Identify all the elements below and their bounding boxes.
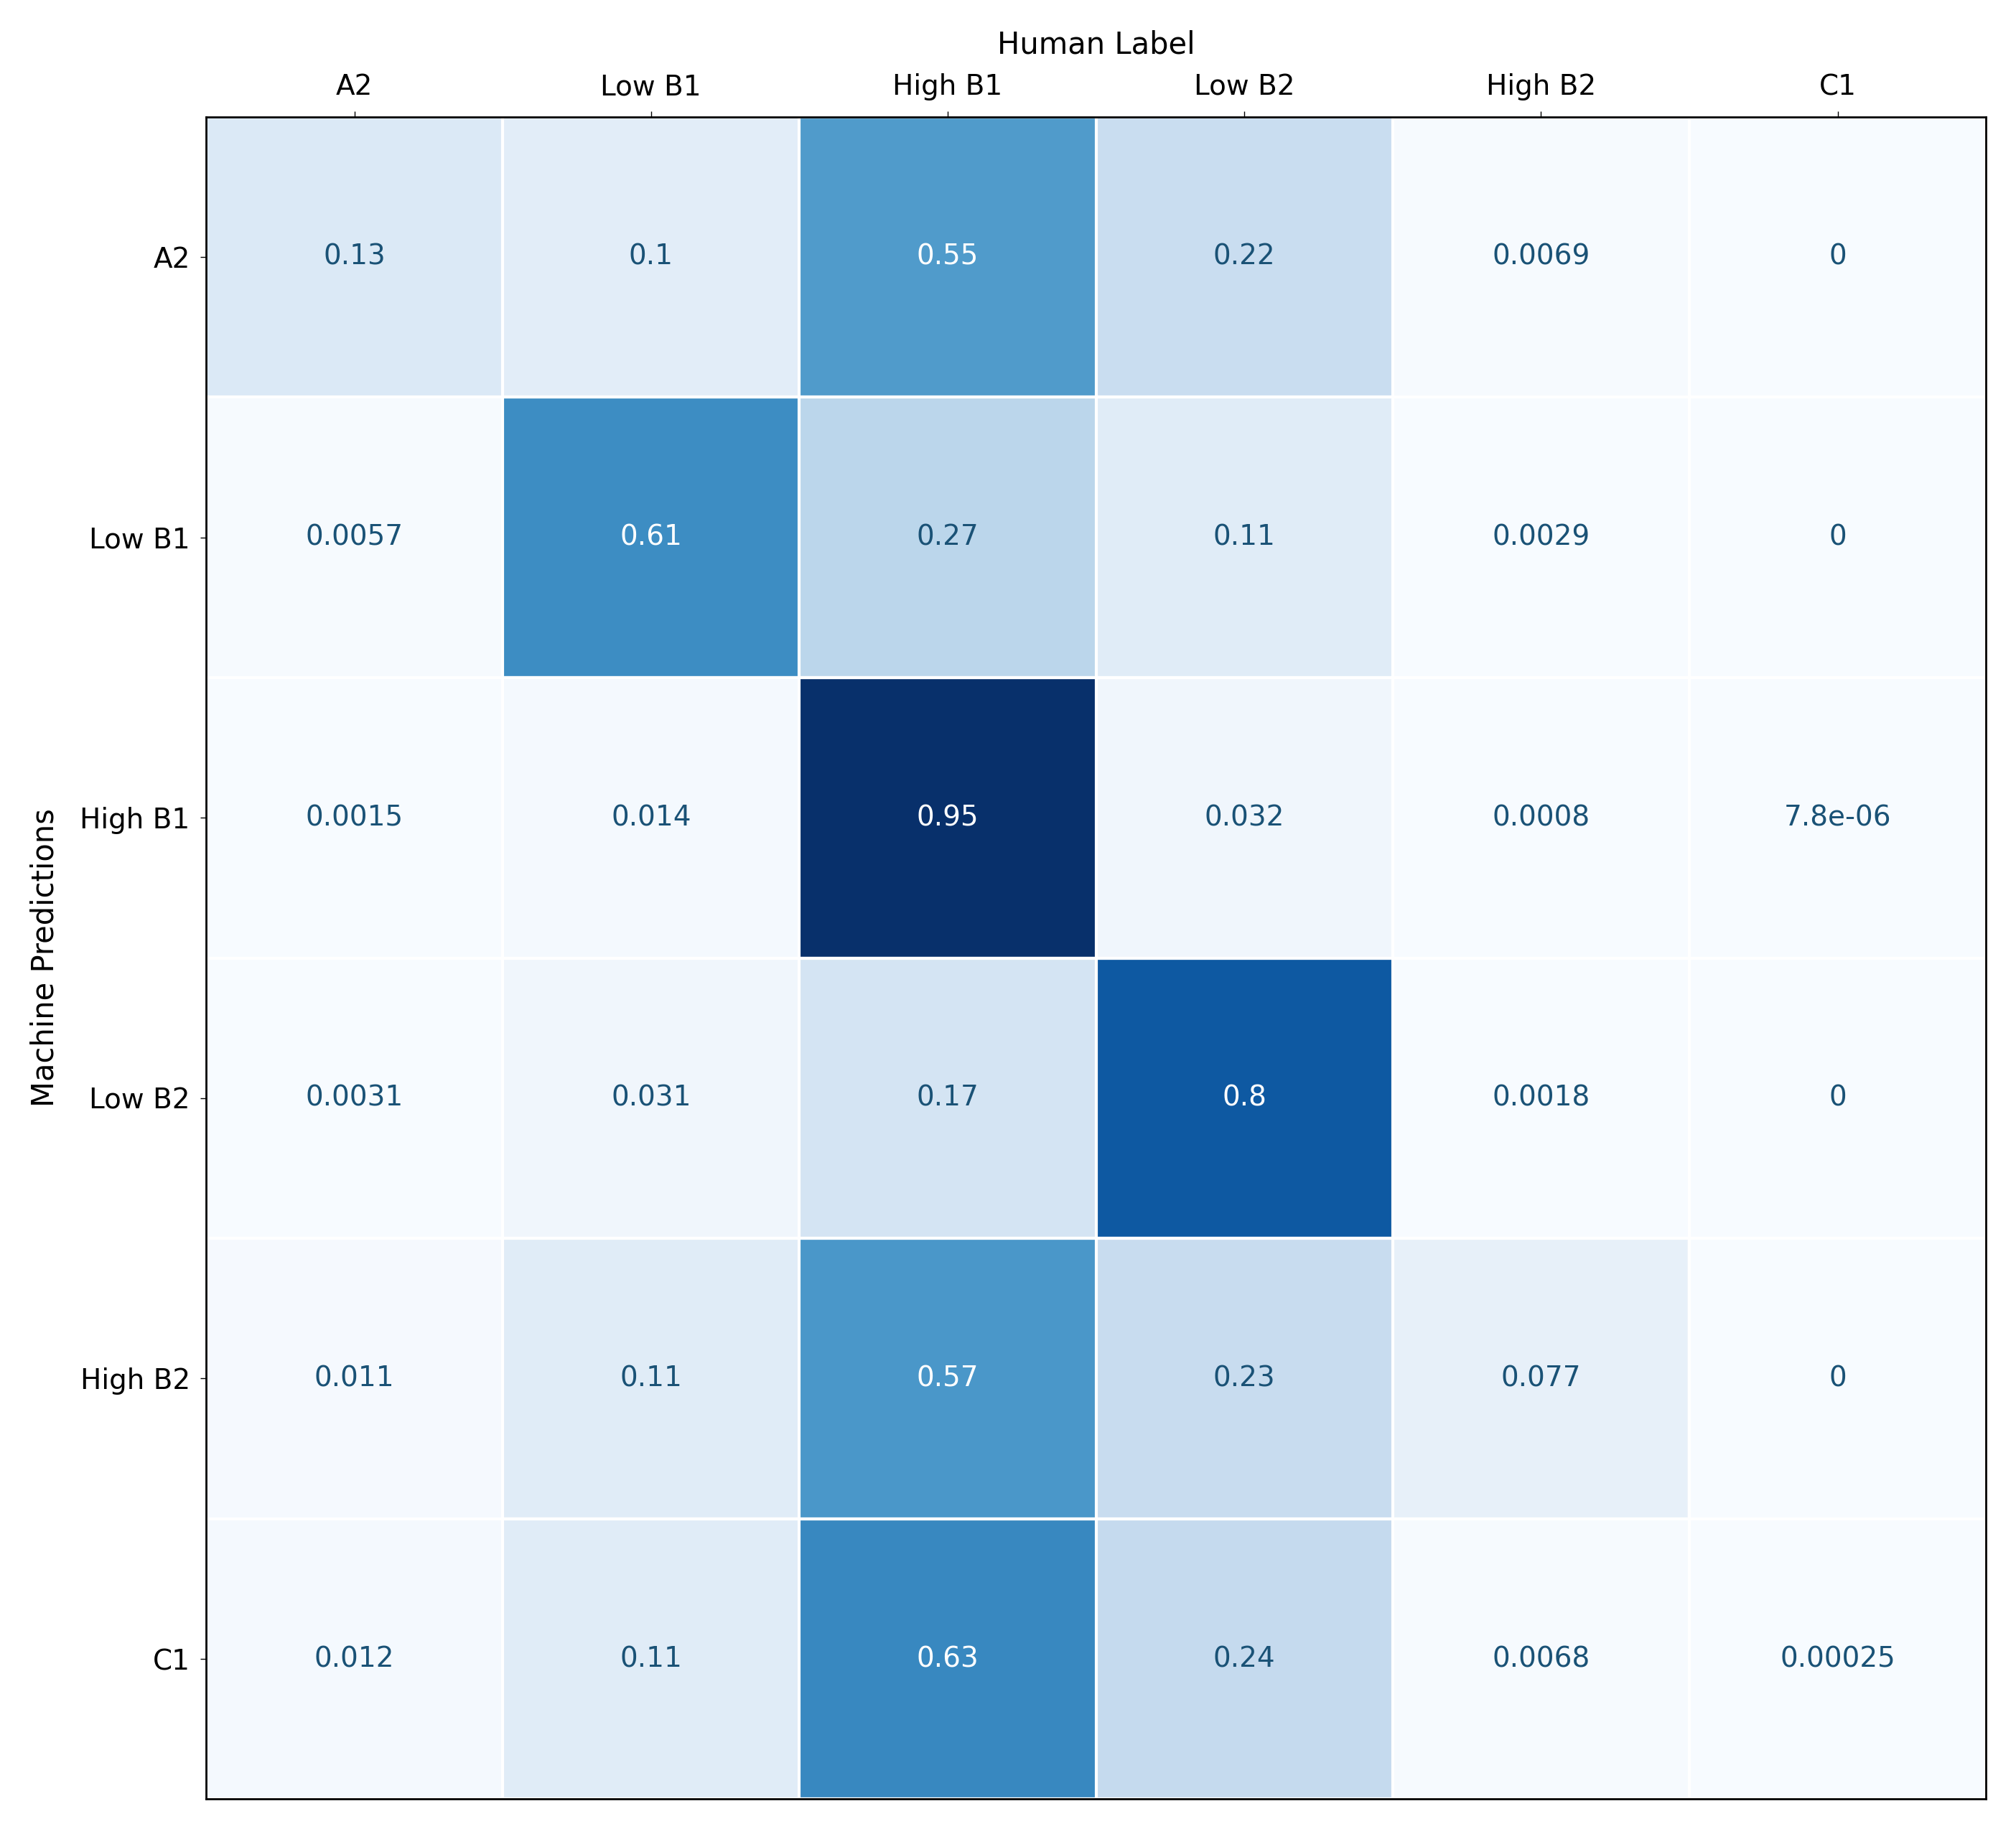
Text: 0.031: 0.031 <box>611 1085 691 1112</box>
Text: 7.8e-06: 7.8e-06 <box>1784 805 1891 832</box>
Text: 0.0069: 0.0069 <box>1492 243 1591 271</box>
Text: 0.00025: 0.00025 <box>1780 1646 1895 1672</box>
X-axis label: Human Label: Human Label <box>998 29 1195 60</box>
Text: 0.8: 0.8 <box>1222 1085 1266 1112</box>
Text: 0.0057: 0.0057 <box>306 523 403 551</box>
Text: 0.95: 0.95 <box>917 805 980 832</box>
Text: 0.0015: 0.0015 <box>306 805 403 832</box>
Text: 0.0018: 0.0018 <box>1492 1085 1591 1112</box>
Text: 0.032: 0.032 <box>1204 805 1284 832</box>
Text: 0.13: 0.13 <box>323 243 385 271</box>
Text: 0.57: 0.57 <box>917 1364 980 1392</box>
Text: 0.077: 0.077 <box>1502 1364 1581 1392</box>
Text: 0.55: 0.55 <box>917 243 978 271</box>
Text: 0: 0 <box>1829 1085 1847 1112</box>
Text: 0: 0 <box>1829 523 1847 551</box>
Text: 0.61: 0.61 <box>619 523 681 551</box>
Text: 0: 0 <box>1829 243 1847 271</box>
Text: 0.0068: 0.0068 <box>1492 1646 1591 1672</box>
Text: 0.11: 0.11 <box>1214 523 1276 551</box>
Text: 0.22: 0.22 <box>1214 243 1276 271</box>
Text: 0.0008: 0.0008 <box>1492 805 1591 832</box>
Text: 0.012: 0.012 <box>314 1646 395 1672</box>
Text: 0.1: 0.1 <box>629 243 673 271</box>
Text: 0.63: 0.63 <box>917 1646 980 1672</box>
Text: 0.0029: 0.0029 <box>1492 523 1591 551</box>
Text: 0.0031: 0.0031 <box>304 1085 403 1112</box>
Y-axis label: Machine Predictions: Machine Predictions <box>30 808 60 1107</box>
Text: 0.27: 0.27 <box>917 523 980 551</box>
Text: 0.11: 0.11 <box>619 1364 681 1392</box>
Text: 0.11: 0.11 <box>619 1646 681 1672</box>
Text: 0.17: 0.17 <box>917 1085 980 1112</box>
Text: 0.24: 0.24 <box>1214 1646 1276 1672</box>
Text: 0.011: 0.011 <box>314 1364 395 1392</box>
Text: 0.23: 0.23 <box>1214 1364 1276 1392</box>
Text: 0.014: 0.014 <box>611 805 691 832</box>
Text: 0: 0 <box>1829 1364 1847 1392</box>
